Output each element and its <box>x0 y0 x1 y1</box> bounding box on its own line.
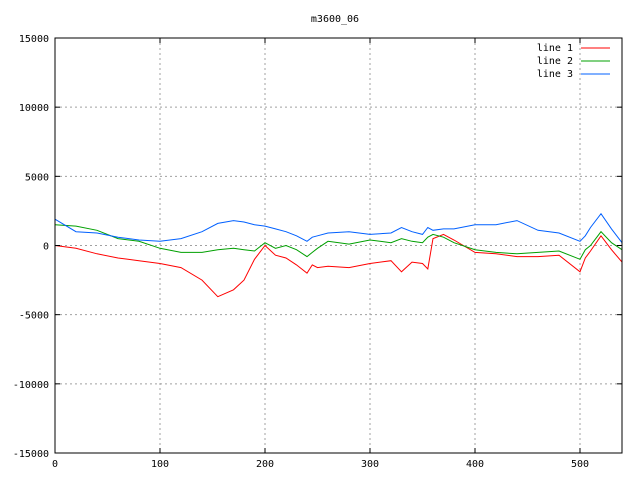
legend: line 1 line 2 line 3 <box>537 43 610 80</box>
x-tick-label: 200 <box>256 459 274 470</box>
y-tick-label: -5000 <box>19 311 49 322</box>
y-tick-label: 15000 <box>19 34 49 45</box>
y-tick-label: 10000 <box>19 103 49 114</box>
x-tick-label: 100 <box>151 459 169 470</box>
grid <box>55 38 622 453</box>
series-lines <box>54 212 623 298</box>
series-line-3 <box>54 212 623 244</box>
series-line-2 <box>54 224 623 260</box>
chart-title: m3600_06 <box>311 14 359 25</box>
y-tick-label: -15000 <box>13 449 49 460</box>
x-tick-label: 500 <box>571 459 589 470</box>
series-line-1 <box>54 233 623 298</box>
x-tick-label: 300 <box>361 459 379 470</box>
legend-label: line 3 <box>537 69 573 80</box>
axes: 0 100 200 300 400 500 -15000 -10000 -5000 0 5000 10… <box>13 34 622 470</box>
x-tick-label: 0 <box>52 459 58 470</box>
y-tick-label: -10000 <box>13 380 49 391</box>
y-tick-label: 5000 <box>25 172 49 183</box>
legend-label: line 1 <box>537 43 573 54</box>
x-tick-label: 400 <box>466 459 484 470</box>
y-tick-label: 0 <box>43 242 49 253</box>
legend-label: line 2 <box>537 56 573 67</box>
